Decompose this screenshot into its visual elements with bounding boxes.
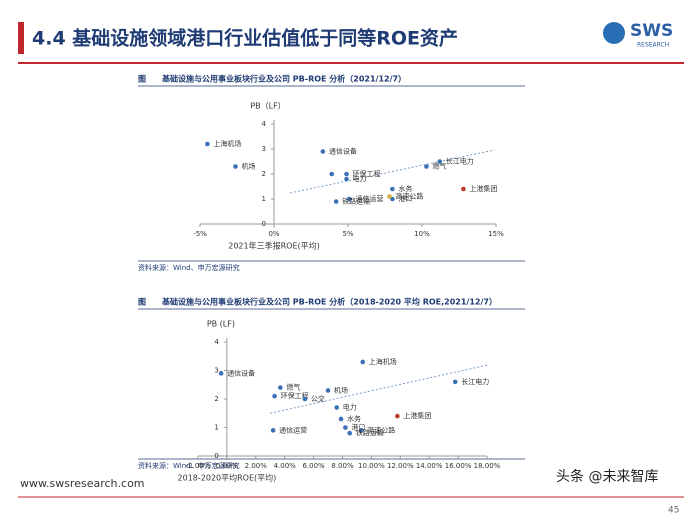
point-label: 燃气 — [432, 162, 446, 171]
point-label: 电力 — [343, 403, 357, 412]
point-label: 通信设备 — [227, 368, 255, 377]
point — [338, 416, 344, 422]
y-tick-label: 1 — [214, 424, 218, 432]
point-label: 长江电力 — [461, 377, 489, 386]
x-tick-label: 10% — [414, 230, 430, 238]
point-label: 环保工程 — [353, 169, 381, 178]
point — [344, 171, 349, 177]
point — [424, 164, 429, 169]
point-label: 港口 — [351, 423, 365, 432]
point-label: 机场 — [242, 162, 256, 171]
x-tick-label: 12.00% — [387, 462, 414, 470]
point — [344, 176, 349, 182]
x-tick-label: 0% — [268, 230, 279, 238]
point-label: 通信运营 — [355, 194, 383, 203]
point — [334, 405, 340, 410]
x-tick-label: -5% — [193, 230, 207, 238]
point — [329, 171, 335, 177]
point — [360, 359, 366, 365]
footer-url: www.swsresearch.com — [20, 477, 145, 490]
point-label: 长江电力 — [446, 157, 474, 166]
point-label: 港口 — [398, 194, 412, 203]
chart-title: 图 基础设施与公用事业板块行业及公司 PB-ROE 分析（2018-2020 平… — [138, 297, 497, 307]
y-tick-label: 4 — [262, 120, 267, 128]
point-label: 燃气 — [286, 383, 300, 392]
point-label: 电力 — [353, 174, 367, 183]
x-axis-title: 2018-2020平均ROE(平均) — [178, 473, 277, 483]
point — [302, 396, 308, 402]
logo-sub: RESEARCH — [637, 42, 669, 49]
point — [333, 199, 339, 204]
point — [272, 393, 277, 399]
point — [347, 196, 352, 202]
y-tick-label: 2 — [262, 170, 266, 178]
point-label: 上海机场 — [213, 139, 241, 148]
point-label: 水务 — [398, 184, 412, 193]
y-tick-label: 0 — [214, 452, 218, 460]
point — [320, 149, 326, 154]
point — [205, 141, 210, 147]
point-label: 通信设备 — [329, 147, 357, 156]
x-tick-label: 2.00% — [245, 462, 268, 470]
point-label: 高速公路 — [395, 192, 423, 201]
point — [325, 388, 331, 393]
y-tick-label: 0 — [262, 220, 266, 228]
point — [461, 186, 466, 192]
point — [343, 425, 348, 430]
point-label: 上港集团 — [403, 411, 431, 420]
x-tick-label: 5% — [342, 230, 353, 238]
y-tick-label: 4 — [214, 338, 219, 346]
point — [347, 430, 353, 436]
trendline — [270, 364, 489, 414]
x-tick-label: 18.00% — [474, 462, 501, 470]
watermark: 头条 @未来智库 — [556, 468, 658, 485]
y-tick-label: 2 — [214, 395, 218, 403]
point — [233, 164, 238, 169]
chart-title: 图 基础设施与公用事业板块行业及公司 PB-ROE 分析（2021/12/7） — [138, 74, 406, 84]
point — [452, 379, 458, 385]
point — [218, 371, 224, 376]
x-tick-label: 0.00% — [216, 462, 239, 470]
point — [358, 428, 364, 433]
logo-icon — [603, 22, 625, 44]
x-axis-title: 2021年三季报ROE(平均) — [228, 241, 320, 251]
page-number: 45 — [668, 506, 679, 516]
accent-bar — [18, 22, 24, 54]
point-label: 上港集团 — [469, 184, 497, 193]
x-tick-label: 8.00% — [331, 462, 354, 470]
point-label: 环保工程 — [281, 391, 309, 400]
y-tick-label: 3 — [262, 145, 266, 153]
x-tick-label: 14.00% — [416, 462, 443, 470]
x-tick-label: 6.00% — [302, 462, 325, 470]
trendline — [290, 149, 495, 194]
y-axis-title: PB (LF) — [207, 320, 235, 329]
x-tick-label: 16.00% — [445, 462, 472, 470]
point-label: 高速公路 — [367, 425, 395, 434]
y-axis-title: PB（LF） — [250, 102, 285, 111]
x-tick-label: 4.00% — [274, 462, 297, 470]
source: 资料来源：Wind、申万宏源研究 — [138, 263, 240, 272]
y-tick-label: 3 — [214, 367, 218, 375]
point-label: 上海机场 — [369, 357, 397, 366]
point-label: 公交 — [311, 394, 325, 403]
point-label: 铁路运输 — [342, 197, 370, 206]
point — [390, 186, 395, 192]
point — [270, 428, 276, 433]
point-label: 铁路运输 — [356, 428, 384, 437]
logo: SWS — [630, 21, 673, 41]
x-tick-label: -2.00% — [186, 462, 211, 470]
point — [395, 413, 400, 419]
point-label: 通信运营 — [279, 425, 307, 434]
point-label: 机场 — [334, 385, 348, 394]
point — [437, 159, 443, 164]
point — [387, 194, 392, 199]
slide-title: 4.4 基础设施领域港口行业估值低于同等ROE资产 — [32, 27, 458, 50]
source: 资料来源：Wind、申万宏源研究 — [138, 461, 240, 470]
point — [278, 385, 283, 390]
x-tick-label: 15% — [488, 230, 504, 238]
y-tick-label: 1 — [262, 195, 266, 203]
point-label: 水务 — [347, 414, 361, 423]
x-tick-label: 10.00% — [358, 462, 385, 470]
